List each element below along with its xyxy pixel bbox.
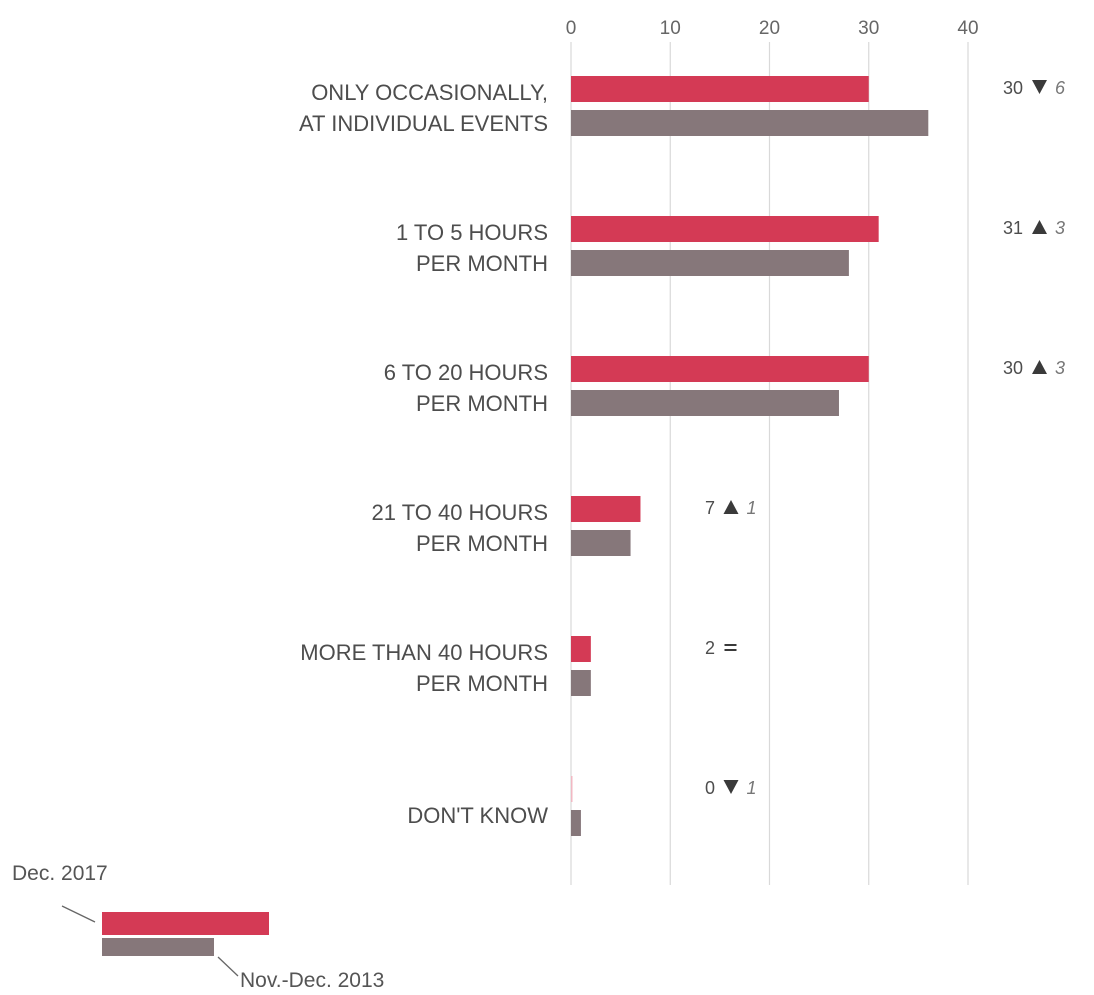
bar-dec-2017 <box>571 496 641 522</box>
bar-dec-2017 <box>571 216 879 242</box>
category-label: PER MONTH <box>416 391 548 416</box>
bar-nov-dec-2013 <box>571 530 631 556</box>
legend-label-nov-dec-2013: Nov.-Dec. 2013 <box>240 969 384 992</box>
category-label: MORE THAN 40 HOURS <box>300 640 548 665</box>
value-annotations: 30 6 31 3 30 3 7 1 2 0 1 <box>705 78 1066 798</box>
x-tick-label: 30 <box>858 18 879 39</box>
annotation-value: 31 <box>1003 218 1023 238</box>
bar-nov-dec-2013 <box>571 670 591 696</box>
annotation-value: 30 <box>1003 78 1023 98</box>
annotation-change: 1 <box>747 498 757 518</box>
category-label: PER MONTH <box>416 251 548 276</box>
annotation-change: 3 <box>1055 218 1065 238</box>
bars <box>571 76 929 836</box>
annotation-value: 2 <box>705 638 715 658</box>
legend-label-dec-2017: Dec. 2017 <box>12 862 108 885</box>
x-axis-ticks: 0 10 20 30 40 <box>566 18 979 39</box>
bar-nov-dec-2013 <box>571 110 929 136</box>
annotation-value: 0 <box>705 778 715 798</box>
down-triangle-icon <box>1032 80 1047 94</box>
annotation-change: 3 <box>1055 358 1065 378</box>
bar-nov-dec-2013 <box>571 390 839 416</box>
annotation-change: 1 <box>747 778 757 798</box>
x-tick-label: 10 <box>660 18 681 39</box>
category-label: 1 TO 5 HOURS <box>396 220 548 245</box>
bar-nov-dec-2013 <box>571 250 849 276</box>
annotation-change: 6 <box>1055 78 1066 98</box>
grid-lines <box>570 42 969 885</box>
equal-sign-icon <box>724 649 737 651</box>
category-label: PER MONTH <box>416 531 548 556</box>
x-tick-label: 0 <box>566 18 577 39</box>
up-triangle-icon <box>723 500 739 514</box>
bar-dec-2017 <box>571 76 869 102</box>
category-label: 6 TO 20 HOURS <box>384 360 548 385</box>
category-label: DON'T KNOW <box>407 803 548 828</box>
annotation-value: 7 <box>705 498 715 518</box>
legend-swatch-dec-2017 <box>102 912 269 935</box>
equal-sign-icon <box>724 644 737 646</box>
bar-dec-2017-zero-marker <box>571 776 573 802</box>
down-triangle-icon <box>723 780 739 794</box>
x-tick-label: 20 <box>759 18 780 39</box>
category-label: AT INDIVIDUAL EVENTS <box>299 111 548 136</box>
legend-leader-line <box>61 905 96 923</box>
annotation-value: 30 <box>1003 358 1023 378</box>
bar-dec-2017 <box>571 356 869 382</box>
category-label: PER MONTH <box>416 671 548 696</box>
up-triangle-icon <box>1032 220 1047 234</box>
x-tick-label: 40 <box>957 18 978 39</box>
bar-dec-2017 <box>571 636 591 662</box>
category-label: ONLY OCCASIONALLY, <box>311 80 548 105</box>
up-triangle-icon <box>1032 360 1047 374</box>
legend-leader-line <box>217 956 239 977</box>
legend: Dec. 2017 Nov.-Dec. 2013 <box>12 862 384 992</box>
bar-nov-dec-2013 <box>571 810 581 836</box>
category-label: 21 TO 40 HOURS <box>372 500 548 525</box>
legend-swatch-nov-dec-2013 <box>102 938 214 956</box>
category-labels: ONLY OCCASIONALLY, AT INDIVIDUAL EVENTS 1 … <box>299 80 548 828</box>
